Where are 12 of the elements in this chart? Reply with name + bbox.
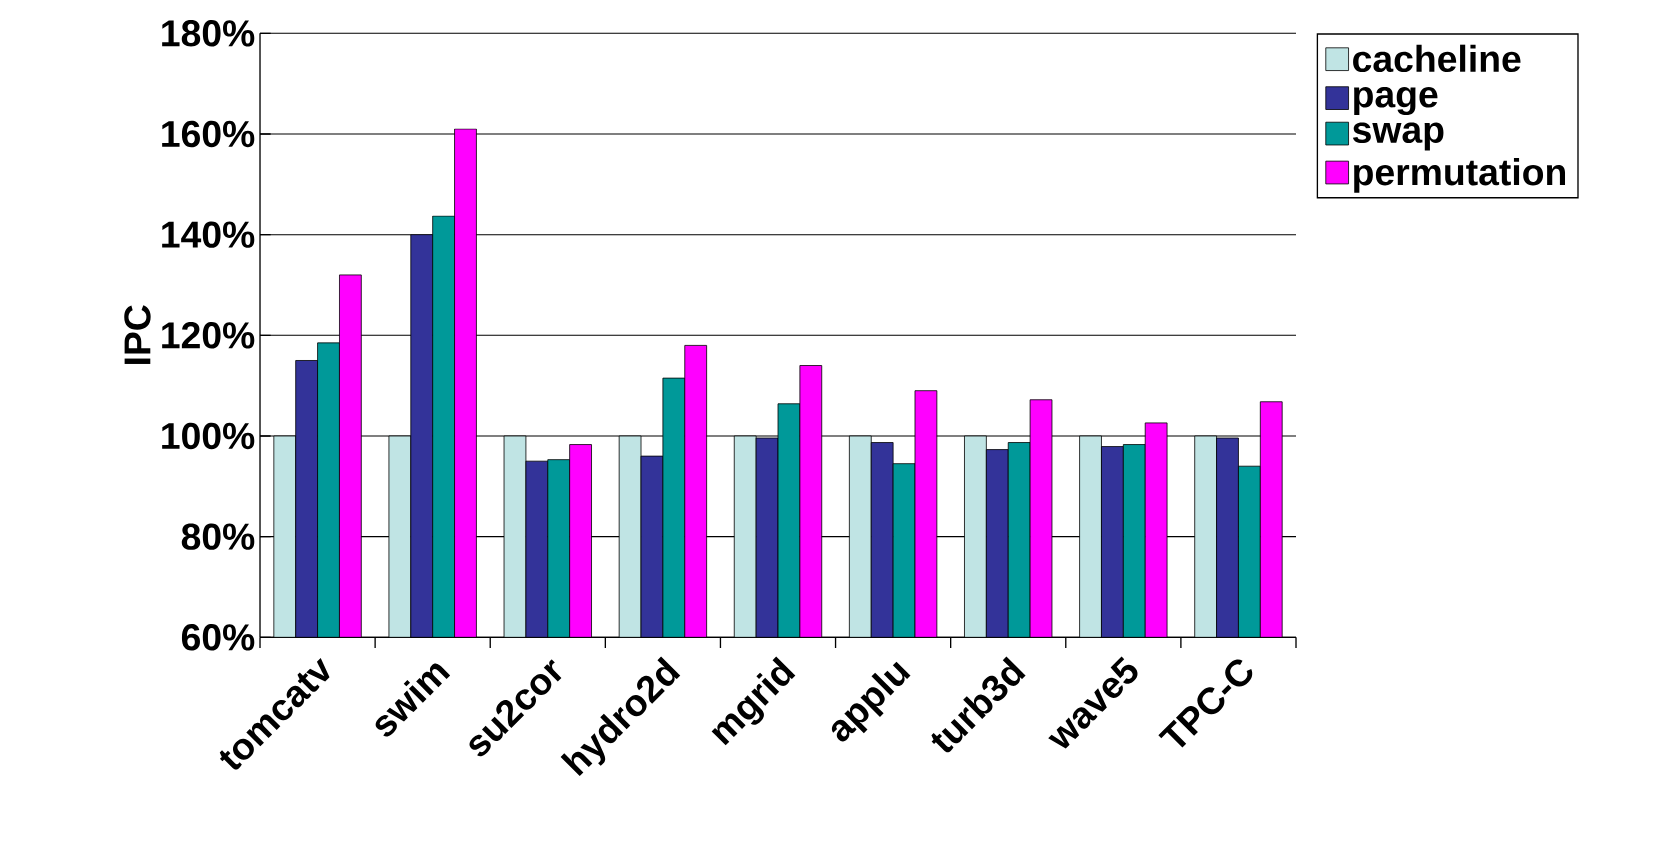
y-tick-label: 100% [162,422,255,450]
y-tick-label: 120% [162,322,255,349]
legend-label: page [1354,87,1438,116]
legend-label: swap [1352,122,1444,151]
legend-label: cacheline [1353,44,1521,73]
y-tick-label: 180% [162,20,255,47]
y-tick-label: 160% [162,120,255,148]
y-tick-label: 80% [181,523,255,551]
y-tick-label: 60% [181,624,255,651]
y-axis-title: IPC [124,305,151,365]
legend-label: permutation [1354,158,1566,193]
y-tick-label: 140% [162,221,255,249]
